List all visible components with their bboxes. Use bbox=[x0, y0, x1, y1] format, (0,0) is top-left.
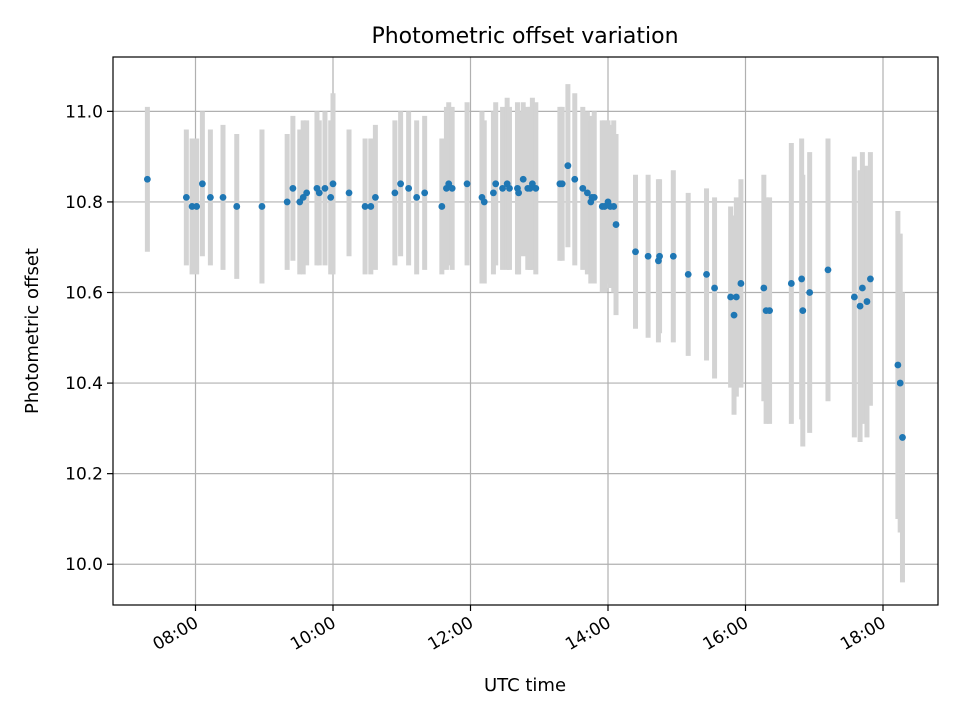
data-point bbox=[519, 175, 527, 183]
data-point bbox=[480, 198, 488, 206]
data-point bbox=[730, 311, 738, 319]
y-axis-label: Photometric offset bbox=[22, 248, 43, 414]
data-point bbox=[856, 302, 864, 310]
data-point bbox=[515, 189, 523, 197]
data-point bbox=[583, 189, 591, 197]
data-point bbox=[421, 189, 429, 197]
y-tick-label: 10.4 bbox=[65, 374, 103, 394]
data-point bbox=[391, 189, 399, 197]
data-point bbox=[143, 175, 151, 183]
data-point bbox=[206, 193, 214, 201]
data-point bbox=[703, 270, 710, 278]
data-point bbox=[571, 175, 579, 183]
data-point bbox=[283, 198, 291, 206]
data-point bbox=[799, 307, 807, 315]
y-tick-label: 10.0 bbox=[65, 555, 103, 575]
data-point bbox=[612, 221, 620, 228]
data-points bbox=[143, 162, 906, 441]
data-point bbox=[610, 203, 618, 210]
data-point bbox=[632, 248, 639, 256]
data-point bbox=[397, 180, 405, 188]
data-point bbox=[371, 193, 379, 201]
data-point bbox=[737, 280, 745, 287]
data-point bbox=[656, 252, 663, 260]
data-point bbox=[448, 184, 456, 192]
data-point bbox=[361, 203, 369, 210]
data-point bbox=[760, 284, 768, 292]
data-point bbox=[532, 184, 540, 192]
data-point bbox=[824, 266, 832, 274]
data-point bbox=[182, 193, 190, 201]
data-point bbox=[345, 189, 353, 197]
data-point bbox=[315, 189, 323, 197]
data-point bbox=[798, 275, 806, 283]
y-tick-label: 10.2 bbox=[65, 465, 103, 485]
data-point bbox=[492, 180, 500, 188]
data-point bbox=[289, 184, 297, 192]
data-point bbox=[463, 180, 471, 188]
data-point bbox=[564, 162, 572, 170]
data-point bbox=[506, 184, 513, 192]
data-point bbox=[321, 184, 329, 192]
data-point bbox=[558, 180, 566, 188]
data-point bbox=[219, 193, 227, 201]
data-point bbox=[863, 298, 871, 305]
y-axis-ticks: 10.0 10.2 10.4 10.6 10.8 11.0 bbox=[65, 102, 113, 575]
data-point bbox=[684, 270, 692, 278]
data-point bbox=[590, 193, 598, 201]
y-tick-label: 10.8 bbox=[65, 193, 103, 213]
data-point bbox=[669, 252, 677, 260]
data-point bbox=[198, 180, 206, 188]
data-point bbox=[490, 189, 497, 197]
data-point bbox=[766, 307, 773, 315]
data-point bbox=[193, 203, 201, 210]
data-point bbox=[711, 284, 718, 292]
data-point bbox=[806, 289, 814, 296]
data-point bbox=[258, 203, 266, 210]
data-point bbox=[438, 203, 446, 210]
chart-title: Photometric offset variation bbox=[371, 24, 678, 49]
data-point bbox=[866, 275, 874, 283]
data-point bbox=[405, 184, 413, 192]
data-point bbox=[896, 379, 904, 387]
data-point bbox=[858, 284, 866, 292]
data-point bbox=[233, 203, 241, 210]
data-point bbox=[579, 184, 587, 192]
data-point bbox=[367, 203, 375, 210]
data-point bbox=[732, 293, 740, 301]
data-point bbox=[787, 280, 795, 287]
y-tick-label: 11.0 bbox=[65, 102, 103, 122]
data-point bbox=[303, 189, 311, 197]
data-point bbox=[894, 361, 902, 369]
data-point bbox=[727, 293, 735, 301]
data-point bbox=[499, 184, 506, 192]
data-point bbox=[327, 193, 335, 201]
x-axis-label: UTC time bbox=[484, 675, 566, 696]
plot-frame bbox=[112, 56, 939, 606]
data-point bbox=[850, 293, 858, 301]
data-point bbox=[644, 252, 652, 260]
data-point bbox=[899, 434, 906, 441]
data-point bbox=[329, 180, 337, 188]
y-tick-label: 10.6 bbox=[65, 284, 103, 304]
data-point bbox=[413, 193, 421, 201]
